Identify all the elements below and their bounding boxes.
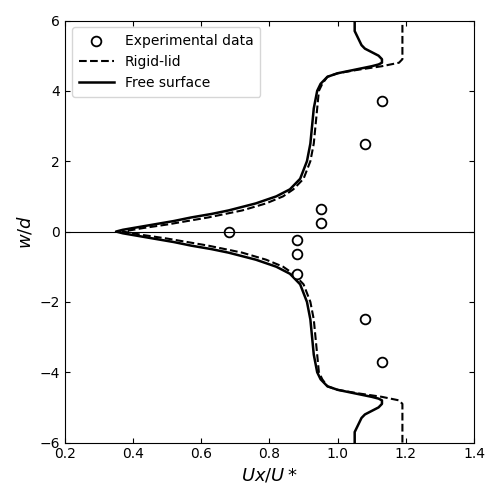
Experimental data [318, 220, 324, 226]
Line: Free surface: Free surface [116, 20, 382, 442]
Legend: Experimental data, Rigid-lid, Free surface: Experimental data, Rigid-lid, Free surfa… [72, 28, 260, 97]
Experimental data [294, 238, 300, 244]
Experimental data [379, 98, 385, 104]
Rigid-lid [400, 422, 406, 428]
Free surface [304, 158, 310, 164]
Experimental data [318, 206, 324, 212]
Free surface [304, 299, 310, 305]
Y-axis label: $w/d$: $w/d$ [15, 214, 34, 248]
Free surface [352, 28, 358, 34]
Rigid-lid [400, 18, 406, 24]
Rigid-lid [400, 401, 406, 407]
Line: Experimental data: Experimental data [224, 96, 387, 366]
Experimental data [379, 358, 385, 364]
Experimental data [294, 271, 300, 277]
X-axis label: $Ux/U*$: $Ux/U*$ [241, 467, 298, 485]
Experimental data [362, 140, 368, 146]
Experimental data [294, 252, 300, 258]
Free surface [113, 228, 119, 234]
Experimental data [362, 316, 368, 322]
Rigid-lid [312, 334, 318, 340]
Rigid-lid [311, 140, 317, 146]
Free surface [130, 232, 136, 238]
Free surface [352, 18, 358, 24]
Line: Rigid-lid: Rigid-lid [123, 20, 402, 442]
Rigid-lid [130, 227, 136, 233]
Rigid-lid [355, 390, 361, 396]
Experimental data [226, 228, 232, 234]
Free surface [352, 440, 358, 446]
Free surface [309, 334, 315, 340]
Rigid-lid [400, 440, 406, 446]
